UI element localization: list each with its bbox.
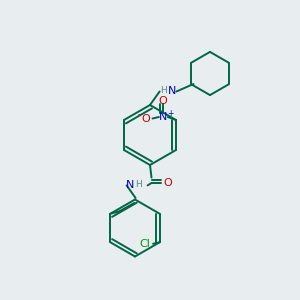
Text: Cl: Cl	[140, 239, 151, 249]
Text: H: H	[135, 180, 141, 189]
Text: O: O	[142, 113, 150, 124]
Text: O: O	[164, 178, 172, 188]
Text: N: N	[126, 180, 135, 190]
Text: N: N	[168, 86, 177, 96]
Text: H: H	[160, 86, 167, 95]
Text: N: N	[159, 112, 167, 122]
Text: -: -	[138, 110, 141, 119]
Text: +: +	[167, 109, 173, 118]
Text: O: O	[159, 95, 167, 106]
